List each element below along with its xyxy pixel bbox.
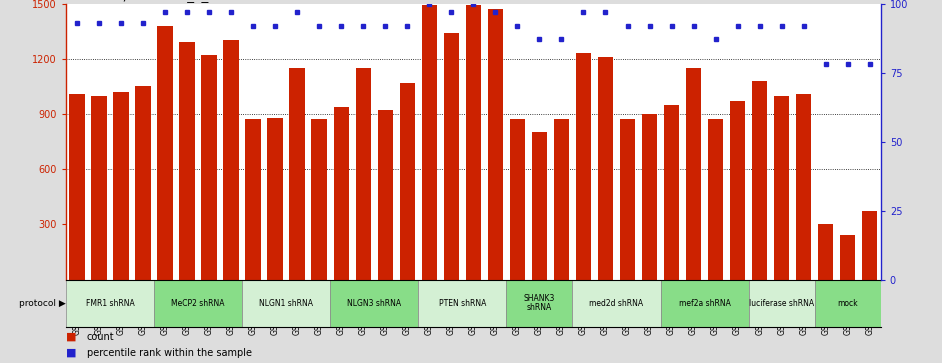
Bar xyxy=(554,119,569,280)
Bar xyxy=(70,94,85,280)
Text: FMR1 shRNA: FMR1 shRNA xyxy=(86,299,135,307)
Text: MeCP2 shRNA: MeCP2 shRNA xyxy=(171,299,225,307)
Bar xyxy=(113,92,129,280)
Bar xyxy=(331,280,418,327)
Bar xyxy=(642,114,658,280)
Bar xyxy=(399,83,415,280)
Text: count: count xyxy=(87,332,114,342)
Text: luciferase shRNA: luciferase shRNA xyxy=(749,299,814,307)
Bar xyxy=(531,132,547,280)
Bar xyxy=(246,119,261,280)
Bar xyxy=(268,118,283,280)
Bar xyxy=(815,280,881,327)
Bar xyxy=(418,280,507,327)
Bar xyxy=(818,224,834,280)
Bar xyxy=(752,81,768,280)
Bar xyxy=(730,101,745,280)
Bar xyxy=(507,280,573,327)
Bar xyxy=(136,86,151,280)
Text: percentile rank within the sample: percentile rank within the sample xyxy=(87,348,252,358)
Bar xyxy=(862,212,877,280)
Text: NLGN1 shRNA: NLGN1 shRNA xyxy=(259,299,313,307)
Text: GDS4759 / 1451296_x_at: GDS4759 / 1451296_x_at xyxy=(66,0,222,3)
Text: ■: ■ xyxy=(66,348,76,358)
Bar xyxy=(488,9,503,280)
Bar xyxy=(620,119,635,280)
Bar xyxy=(796,94,811,280)
Bar xyxy=(598,57,613,280)
Text: NLGN3 shRNA: NLGN3 shRNA xyxy=(348,299,401,307)
Bar xyxy=(573,280,660,327)
Text: protocol ▶: protocol ▶ xyxy=(19,299,66,307)
Bar xyxy=(707,119,723,280)
Text: PTEN shRNA: PTEN shRNA xyxy=(439,299,486,307)
Bar xyxy=(664,105,679,280)
Text: med2d shRNA: med2d shRNA xyxy=(590,299,643,307)
Bar xyxy=(749,280,815,327)
Bar xyxy=(312,119,327,280)
Bar xyxy=(444,33,459,280)
Bar xyxy=(66,280,154,327)
Bar xyxy=(660,280,749,327)
Bar xyxy=(422,5,437,280)
Bar xyxy=(510,119,525,280)
Bar xyxy=(576,53,592,280)
Bar xyxy=(686,68,701,280)
Bar xyxy=(333,107,349,280)
Bar xyxy=(154,280,242,327)
Bar xyxy=(223,40,239,280)
Bar xyxy=(91,95,106,280)
Bar xyxy=(157,26,172,280)
Bar xyxy=(774,95,789,280)
Bar xyxy=(465,5,481,280)
Bar xyxy=(242,280,331,327)
Bar xyxy=(289,68,305,280)
Text: mock: mock xyxy=(837,299,858,307)
Text: SHANK3
shRNA: SHANK3 shRNA xyxy=(524,294,555,313)
Bar xyxy=(202,55,217,280)
Bar xyxy=(355,68,371,280)
Bar xyxy=(840,235,855,280)
Text: mef2a shRNA: mef2a shRNA xyxy=(678,299,731,307)
Bar xyxy=(179,42,195,280)
Text: ■: ■ xyxy=(66,332,76,342)
Bar xyxy=(378,110,393,280)
